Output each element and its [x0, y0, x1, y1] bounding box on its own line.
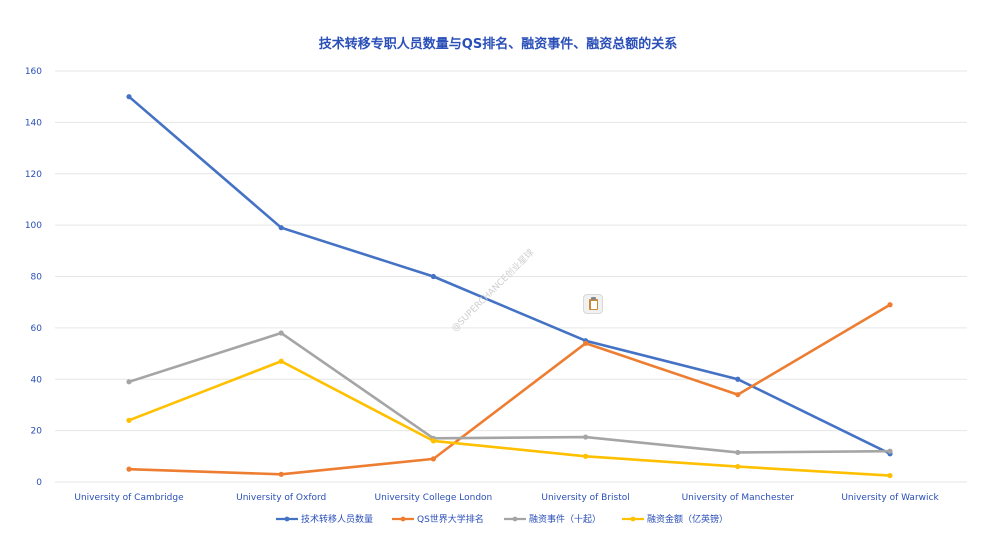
y-tick-label: 160 — [25, 67, 42, 77]
legend-swatch-marker — [630, 516, 636, 522]
data-point-1-4 — [735, 392, 741, 398]
y-tick-label: 80 — [31, 273, 43, 283]
data-point-3-4 — [735, 463, 741, 470]
series-group — [126, 94, 893, 479]
data-point-1-0 — [126, 466, 132, 472]
legend-label: QS世界大学排名 — [417, 513, 484, 525]
data-point-3-5 — [887, 472, 893, 479]
legend-item-3[interactable]: 融资金额（亿英镑） — [622, 513, 728, 525]
data-point-1-3 — [583, 340, 589, 346]
series-line-3 — [127, 359, 892, 477]
y-tick-label: 120 — [25, 170, 42, 180]
legend-item-2[interactable]: 融资事件（十起） — [504, 513, 601, 525]
data-point-0-1 — [278, 225, 284, 231]
legend-label: 融资事件（十起） — [529, 513, 601, 525]
x-category-label: University of Warwick — [841, 493, 939, 503]
chart-title: 技术转移专职人员数量与QS排名、融资事件、融资总额的关系 — [319, 36, 677, 52]
y-tick-label: 60 — [31, 324, 43, 334]
legend-swatch-marker — [400, 516, 406, 522]
y-tick-label: 100 — [25, 221, 42, 231]
data-point-2-3 — [583, 434, 589, 440]
data-point-0-0 — [126, 94, 132, 100]
legend-swatch-marker — [284, 516, 290, 522]
data-point-3-3 — [583, 453, 589, 459]
y-tick-label: 0 — [36, 478, 42, 488]
data-point-0-4 — [735, 376, 741, 382]
x-category-label: University of Bristol — [541, 493, 629, 503]
y-tick-label: 40 — [31, 375, 43, 385]
legend[interactable]: 技术转移人员数量 QS世界大学排名 融资事件（十起） 融资金额（亿英镑） — [276, 513, 728, 525]
y-tick-label: 140 — [25, 118, 42, 128]
data-point-3-2 — [430, 438, 436, 444]
data-point-3-1 — [278, 358, 284, 364]
data-point-1-5 — [887, 302, 893, 308]
series-line-1 — [127, 303, 892, 476]
series-line-0 — [127, 95, 892, 456]
x-category-label: University College London — [375, 493, 493, 503]
x-axis-categories: University of Cambridge University of Oxf… — [74, 493, 939, 503]
y-tick-label: 20 — [31, 427, 43, 437]
x-category-label: University of Cambridge — [74, 493, 184, 503]
data-point-1-2 — [430, 456, 436, 462]
y-axis-ticks: 0 20 40 60 80 100 120 140 160 — [25, 67, 42, 488]
watermark: @SUPERCHANCE创业星球 — [449, 246, 537, 334]
legend-label: 融资金额（亿英镑） — [647, 513, 728, 525]
legend-item-0[interactable]: 技术转移人员数量 — [276, 513, 373, 525]
grid — [55, 70, 967, 483]
data-point-3-0 — [126, 417, 132, 423]
data-point-0-2 — [430, 273, 436, 280]
legend-label: 技术转移人员数量 — [301, 513, 373, 525]
x-category-label: University of Oxford — [236, 493, 326, 503]
series-line-2 — [127, 331, 892, 454]
data-point-2-5 — [887, 448, 893, 454]
x-category-label: University of Manchester — [682, 493, 795, 503]
legend-swatch-marker — [512, 516, 518, 522]
data-point-2-0 — [126, 379, 132, 385]
data-point-2-4 — [735, 449, 741, 456]
data-point-2-1 — [278, 330, 284, 336]
data-point-1-1 — [278, 471, 284, 477]
legend-item-1[interactable]: QS世界大学排名 — [392, 513, 484, 525]
clipboard-icon[interactable] — [583, 294, 603, 314]
